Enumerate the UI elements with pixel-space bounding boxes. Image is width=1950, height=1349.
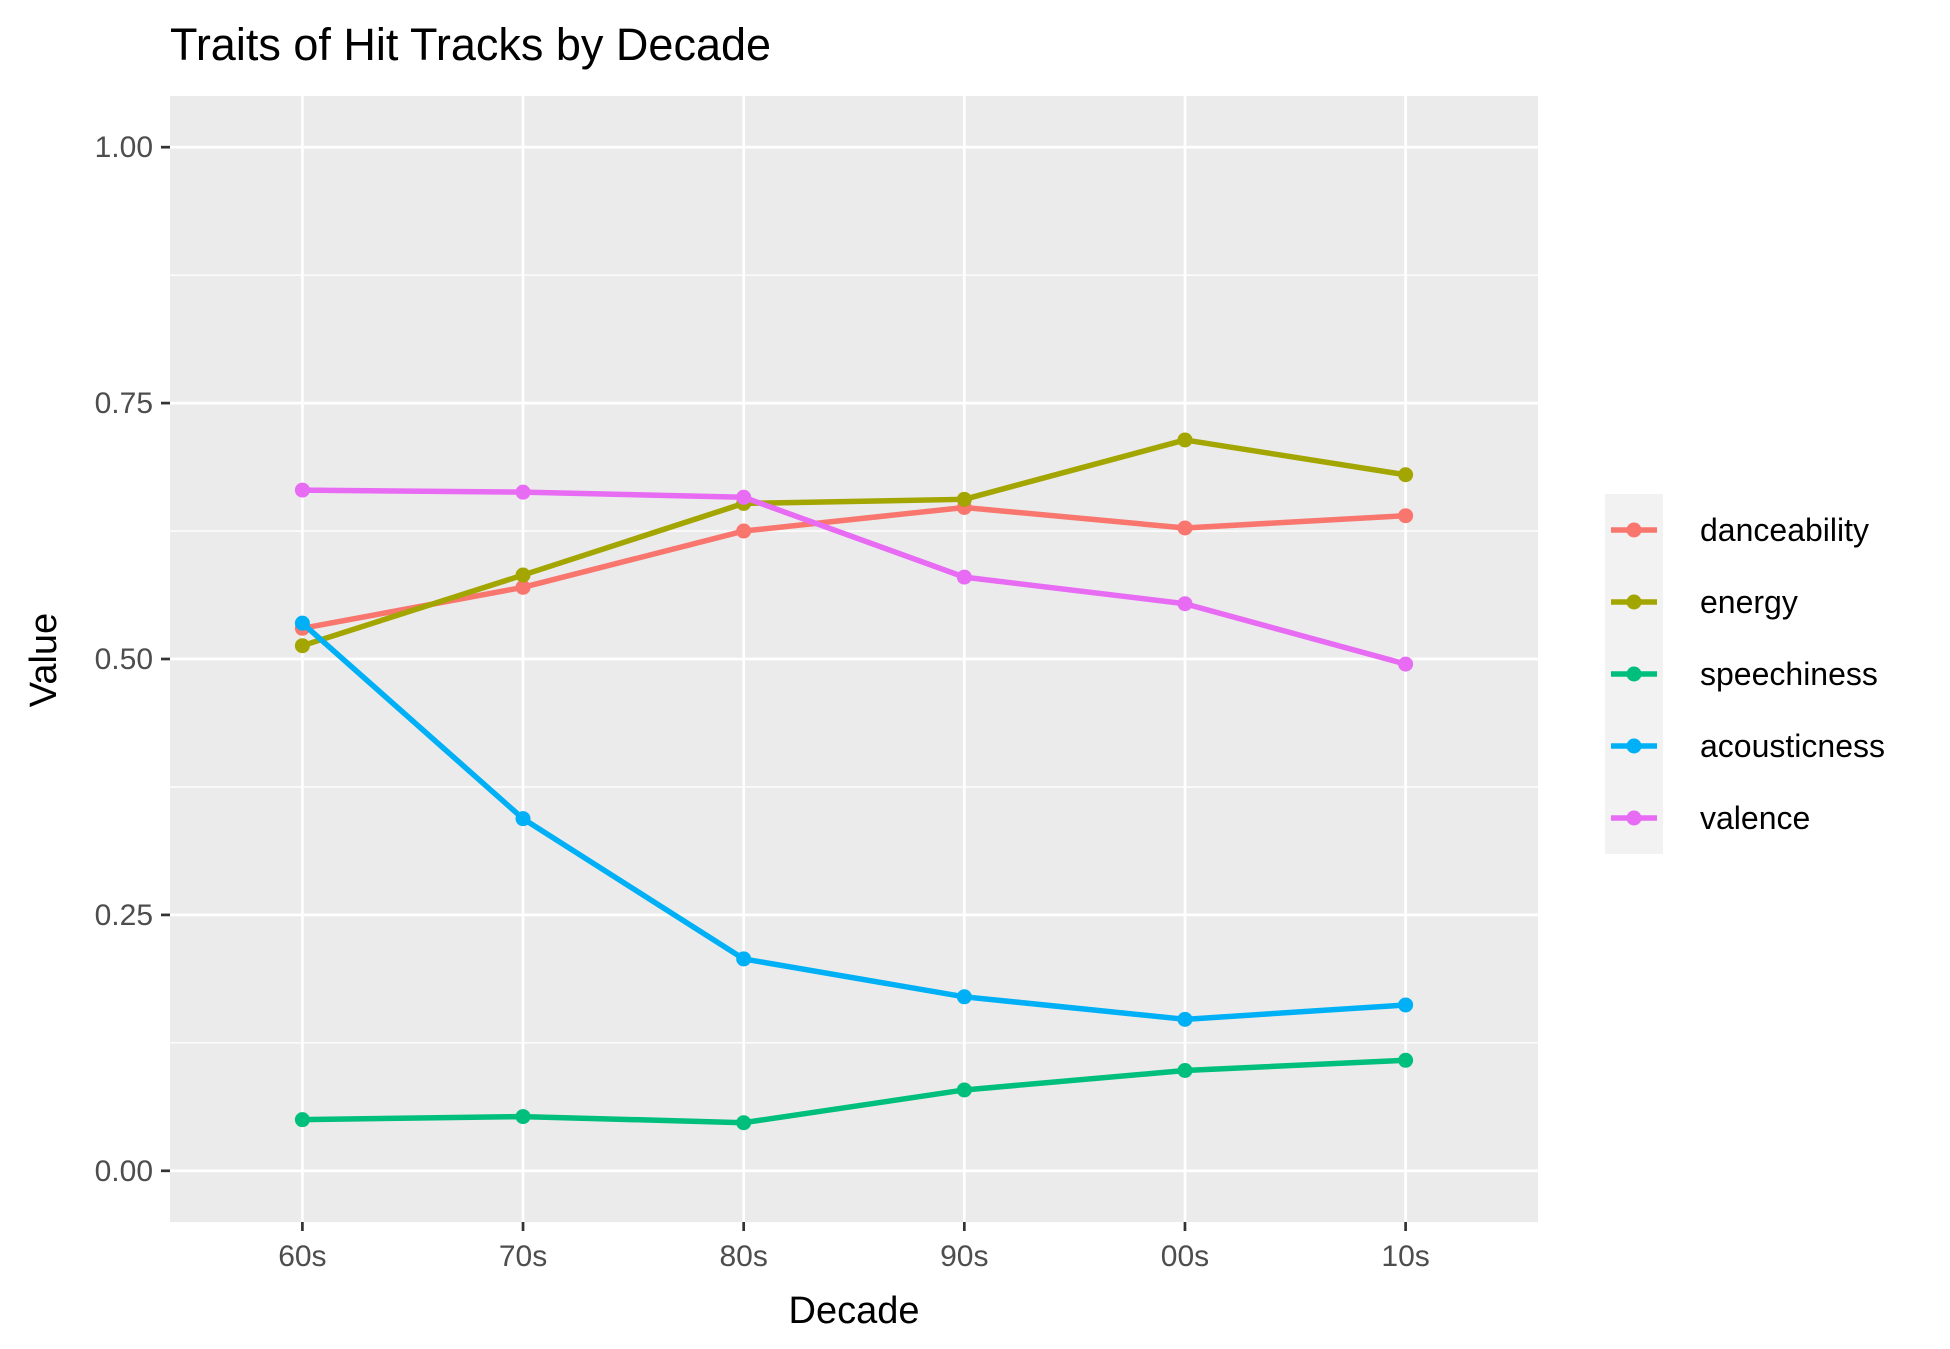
- data-point: [1177, 596, 1193, 612]
- data-point: [515, 484, 531, 500]
- data-point: [294, 1112, 310, 1128]
- legend-item: valence: [1605, 782, 1810, 854]
- series-line: [301, 504, 1406, 631]
- data-point: [515, 579, 531, 595]
- data-point: [736, 1115, 752, 1131]
- series-acousticness: [294, 615, 1414, 1027]
- legend: danceability energy speechiness acousticnes…: [1605, 490, 1935, 870]
- x-axis: 60s 70s 80s 90s 00s 10s: [278, 1222, 1430, 1273]
- legend-label: danceability: [1700, 512, 1869, 548]
- data-point: [294, 615, 310, 631]
- data-point: [515, 1109, 531, 1125]
- x-tick-label: 00s: [1161, 1240, 1209, 1273]
- data-point: [294, 482, 310, 498]
- chart-title: Traits of Hit Tracks by Decade: [170, 19, 771, 70]
- x-tick-label: 80s: [719, 1240, 767, 1273]
- legend-item: acousticness: [1605, 710, 1885, 782]
- data-point: [736, 489, 752, 505]
- series-line: [302, 487, 1407, 667]
- data-point: [736, 523, 752, 539]
- legend-key-point: [1626, 522, 1642, 538]
- data-point: [1398, 656, 1414, 672]
- legend-key-point: [1626, 594, 1642, 610]
- series-valence: [294, 482, 1414, 672]
- series-line: [302, 1057, 1406, 1126]
- data-point: [1177, 1011, 1193, 1027]
- series-line: [301, 437, 1407, 649]
- y-tick-label: 0.25: [95, 899, 153, 932]
- legend-label: valence: [1700, 800, 1810, 836]
- legend-label: speechiness: [1700, 656, 1878, 692]
- legend-label: acousticness: [1700, 728, 1885, 764]
- y-axis-title: Value: [23, 613, 65, 707]
- legend-key-point: [1626, 738, 1642, 754]
- legend-item: energy: [1605, 566, 1798, 638]
- y-tick-label: 1.00: [95, 131, 153, 164]
- y-tick-label: 0.50: [95, 643, 153, 676]
- x-axis-title: Decade: [789, 1290, 920, 1332]
- data-point: [515, 811, 531, 827]
- series-speechiness: [294, 1052, 1414, 1131]
- data-point: [294, 638, 310, 654]
- data-point: [1177, 1063, 1193, 1079]
- x-tick-label: 90s: [940, 1240, 988, 1273]
- data-point: [1177, 520, 1193, 536]
- series-line: [300, 621, 1406, 1023]
- y-axis: 0.00 0.25 0.50 0.75 1.00: [95, 131, 170, 1188]
- legend-key-point: [1626, 666, 1642, 682]
- y-tick-label: 0.00: [95, 1155, 153, 1188]
- data-point: [736, 951, 752, 967]
- data-point: [956, 1082, 972, 1098]
- data-point: [956, 569, 972, 585]
- x-tick-label: 60s: [278, 1240, 326, 1273]
- legend-label: energy: [1700, 584, 1798, 620]
- data-point: [515, 567, 531, 583]
- data-point: [1177, 432, 1193, 448]
- data-point: [956, 989, 972, 1005]
- data-point: [1398, 1052, 1414, 1068]
- legend-key-point: [1626, 810, 1642, 826]
- data-point: [1398, 997, 1414, 1013]
- x-tick-label: 70s: [499, 1240, 547, 1273]
- data-point: [1398, 467, 1414, 483]
- series-layer: [294, 432, 1414, 1131]
- legend-item: speechiness: [1605, 638, 1878, 710]
- y-tick-label: 0.75: [95, 387, 153, 420]
- data-point: [956, 491, 972, 507]
- x-tick-label: 10s: [1381, 1240, 1429, 1273]
- data-point: [1398, 508, 1414, 524]
- legend-item: danceability: [1605, 494, 1869, 566]
